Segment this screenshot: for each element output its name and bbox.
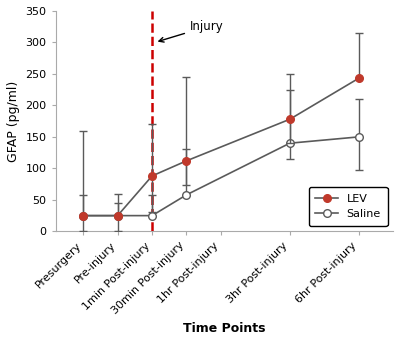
Legend: LEV, Saline: LEV, Saline [309, 187, 388, 226]
Text: Injury: Injury [159, 20, 224, 42]
Y-axis label: GFAP (pg/ml): GFAP (pg/ml) [7, 80, 20, 162]
X-axis label: Time Points: Time Points [183, 322, 266, 335]
